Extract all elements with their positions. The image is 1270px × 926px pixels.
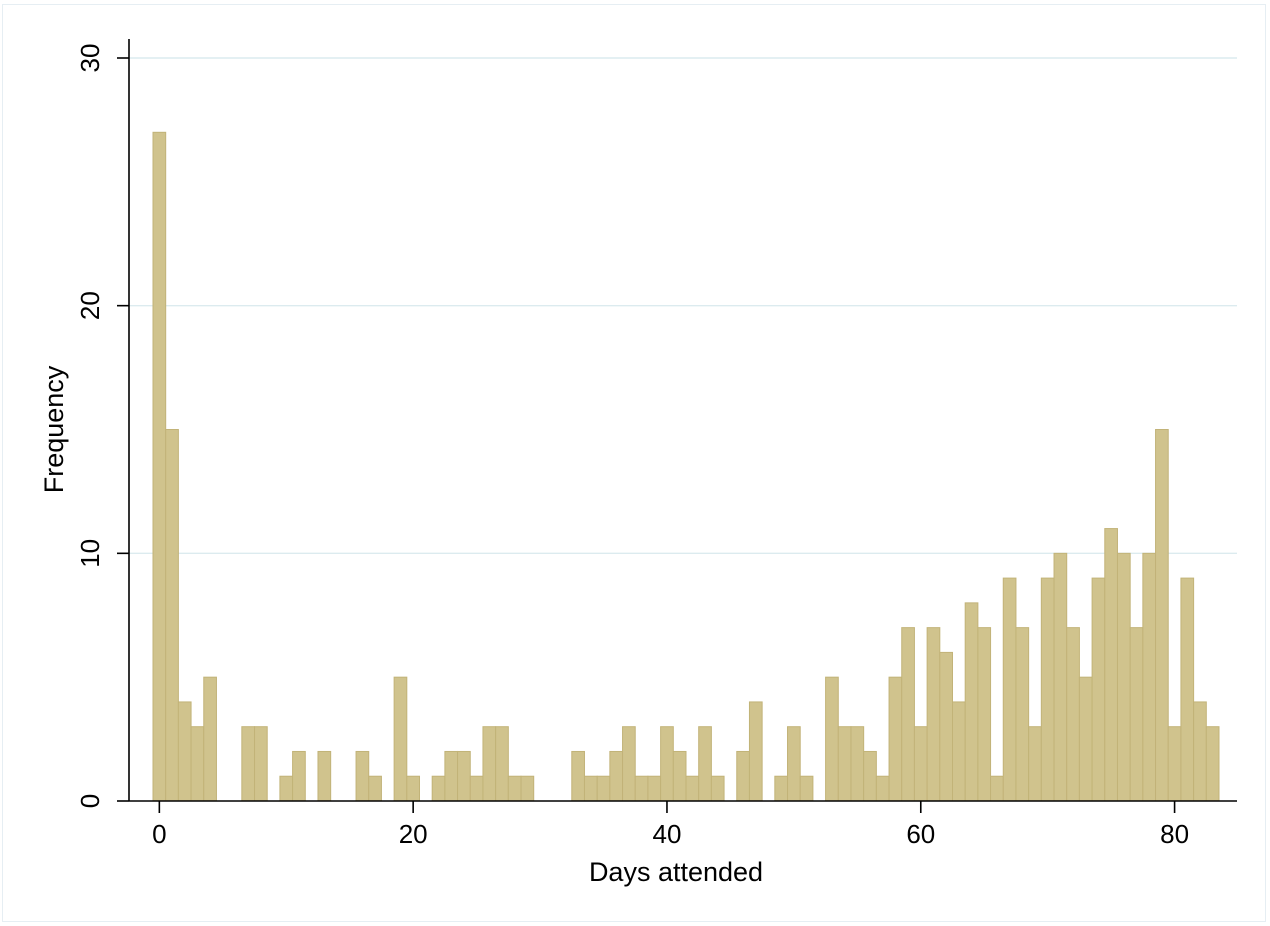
histogram-bar bbox=[292, 750, 306, 802]
histogram-bar bbox=[736, 750, 750, 802]
histogram-bar bbox=[393, 676, 408, 802]
histogram-bar bbox=[1104, 528, 1118, 802]
histogram-bar bbox=[952, 701, 966, 802]
histogram-bar bbox=[495, 726, 509, 802]
histogram-bar bbox=[888, 676, 903, 802]
histogram-bar bbox=[1167, 726, 1182, 802]
histogram-bar bbox=[431, 775, 446, 802]
histogram-bar bbox=[609, 750, 624, 802]
x-tick-label: 20 bbox=[399, 819, 428, 849]
histogram-bar bbox=[634, 775, 649, 802]
histogram-bar bbox=[901, 627, 915, 802]
x-tick-label: 0 bbox=[152, 819, 166, 849]
histogram-bar bbox=[825, 676, 839, 802]
histogram-bar bbox=[355, 750, 370, 802]
histogram-bar bbox=[1040, 577, 1055, 802]
x-axis-title: Days attended bbox=[589, 857, 763, 887]
y-tick-label: 20 bbox=[75, 291, 105, 320]
histogram-bar bbox=[964, 602, 979, 802]
histogram-bar bbox=[368, 775, 382, 802]
histogram-bar bbox=[622, 726, 636, 802]
histogram-bar bbox=[1028, 726, 1042, 802]
histogram-bar bbox=[748, 701, 763, 802]
histogram-bar bbox=[1155, 429, 1169, 802]
histogram-bar bbox=[774, 775, 789, 802]
histogram-bar bbox=[1180, 577, 1195, 802]
histogram-bar bbox=[279, 775, 294, 802]
histogram-bar bbox=[710, 775, 725, 802]
histogram-bar bbox=[520, 775, 535, 802]
tick-labels: 0 10 20 30 0 20 40 60 80 bbox=[75, 44, 1189, 849]
histogram-bar bbox=[203, 676, 217, 802]
histogram-bar bbox=[254, 726, 268, 802]
histogram-bar bbox=[177, 701, 192, 802]
histogram-bar bbox=[787, 726, 801, 802]
histogram-bar bbox=[939, 651, 953, 802]
histogram-bar bbox=[571, 750, 585, 802]
histogram-bar bbox=[926, 627, 941, 802]
axes bbox=[117, 39, 1237, 813]
gridlines bbox=[129, 57, 1237, 555]
histogram-bar bbox=[457, 750, 471, 802]
histogram-bar bbox=[406, 775, 420, 802]
histogram-bar bbox=[1116, 552, 1131, 802]
y-tick-label: 0 bbox=[75, 794, 105, 808]
y-tick-label: 10 bbox=[75, 539, 105, 568]
histogram-bar bbox=[1078, 676, 1093, 802]
histogram-bar bbox=[241, 726, 256, 802]
x-tick-label: 60 bbox=[906, 819, 935, 849]
histogram-bar bbox=[1066, 627, 1080, 802]
histogram-bar bbox=[1193, 701, 1207, 802]
histogram-bar bbox=[660, 726, 674, 802]
histogram-bar bbox=[152, 131, 167, 802]
histogram-bar bbox=[165, 429, 179, 802]
histogram-bar bbox=[850, 726, 865, 802]
histogram-bar bbox=[596, 775, 611, 802]
histogram-bar bbox=[913, 726, 928, 802]
histogram-bar bbox=[1015, 627, 1030, 802]
histogram-bar bbox=[1205, 726, 1220, 802]
histogram-bar bbox=[837, 726, 852, 802]
histogram-bar bbox=[1142, 552, 1157, 802]
histogram-bar bbox=[482, 726, 497, 802]
histogram-bar bbox=[469, 775, 484, 802]
chart-frame: 0 10 20 30 0 20 40 60 80 Days attended Frequency bbox=[2, 4, 1266, 922]
histogram-bar bbox=[1053, 552, 1068, 802]
histogram-bar bbox=[698, 726, 712, 802]
x-tick-label: 80 bbox=[1160, 819, 1189, 849]
histogram-bar bbox=[799, 775, 814, 802]
histogram-bar bbox=[863, 750, 877, 802]
histogram-bar bbox=[317, 750, 332, 802]
x-tick-label: 40 bbox=[653, 819, 682, 849]
y-tick-label: 30 bbox=[75, 44, 105, 73]
histogram-bar bbox=[875, 775, 890, 802]
histogram-bar bbox=[190, 726, 205, 802]
histogram-bar bbox=[1091, 577, 1106, 802]
bars bbox=[152, 131, 1220, 802]
histogram-bar bbox=[672, 750, 687, 802]
histogram-bar bbox=[977, 627, 992, 802]
histogram-bar bbox=[444, 750, 459, 802]
histogram-chart: 0 10 20 30 0 20 40 60 80 Days attended Frequency bbox=[39, 39, 1237, 887]
y-axis-title: Frequency bbox=[39, 365, 69, 493]
histogram-bar bbox=[647, 775, 662, 802]
histogram-bar bbox=[685, 775, 700, 802]
histogram-bar bbox=[583, 775, 598, 802]
histogram-bar bbox=[507, 775, 522, 802]
histogram-bar bbox=[1129, 627, 1144, 802]
histogram-bar bbox=[990, 775, 1004, 802]
histogram-bar bbox=[1002, 577, 1017, 802]
